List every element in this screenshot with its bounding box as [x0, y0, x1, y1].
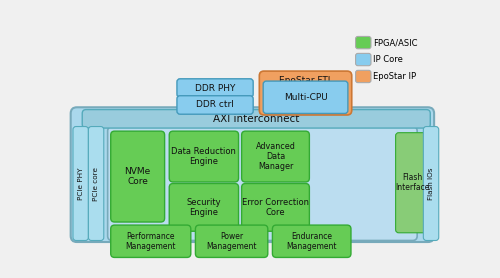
Text: Flash IOs: Flash IOs	[428, 167, 434, 200]
FancyBboxPatch shape	[169, 183, 238, 231]
Text: PCIe PHY: PCIe PHY	[78, 167, 84, 200]
Text: Error Correction
Core: Error Correction Core	[242, 198, 309, 217]
Text: NVMe
Core: NVMe Core	[124, 167, 151, 186]
Text: Advanced
Data
Manager: Advanced Data Manager	[256, 142, 296, 172]
FancyBboxPatch shape	[263, 81, 348, 113]
FancyBboxPatch shape	[424, 126, 438, 240]
FancyBboxPatch shape	[356, 70, 371, 83]
Text: Flash
Interface: Flash Interface	[396, 173, 430, 192]
FancyBboxPatch shape	[88, 126, 104, 240]
FancyBboxPatch shape	[177, 96, 253, 114]
FancyBboxPatch shape	[110, 131, 164, 222]
Text: Endurance
Management: Endurance Management	[286, 232, 337, 251]
FancyBboxPatch shape	[356, 53, 371, 66]
Text: Multi-CPU: Multi-CPU	[284, 93, 328, 102]
FancyBboxPatch shape	[396, 133, 430, 233]
FancyBboxPatch shape	[73, 126, 88, 240]
Text: DDR ctrl: DDR ctrl	[196, 100, 234, 110]
FancyBboxPatch shape	[70, 107, 434, 242]
FancyBboxPatch shape	[242, 131, 310, 182]
Text: PCIe core: PCIe core	[93, 167, 99, 200]
FancyBboxPatch shape	[82, 110, 430, 128]
Text: EpoStar IP: EpoStar IP	[374, 72, 416, 81]
Text: Security
Engine: Security Engine	[186, 198, 221, 217]
FancyBboxPatch shape	[272, 225, 351, 257]
FancyBboxPatch shape	[177, 79, 253, 97]
Text: FPGA/ASIC: FPGA/ASIC	[374, 38, 418, 47]
FancyBboxPatch shape	[110, 225, 191, 257]
Text: IP Core: IP Core	[374, 55, 403, 64]
Text: Data Reduction
Engine: Data Reduction Engine	[172, 147, 236, 166]
FancyBboxPatch shape	[196, 225, 268, 257]
FancyBboxPatch shape	[169, 131, 238, 182]
Text: EpoStar FTL: EpoStar FTL	[278, 76, 332, 85]
FancyBboxPatch shape	[356, 36, 371, 49]
FancyBboxPatch shape	[260, 71, 352, 115]
Text: DDR PHY: DDR PHY	[195, 83, 235, 93]
FancyBboxPatch shape	[108, 126, 417, 240]
Text: Performance
Management: Performance Management	[126, 232, 176, 251]
Text: Power
Management: Power Management	[206, 232, 257, 251]
FancyBboxPatch shape	[242, 183, 310, 231]
Text: AXI interconnect: AXI interconnect	[213, 114, 300, 124]
